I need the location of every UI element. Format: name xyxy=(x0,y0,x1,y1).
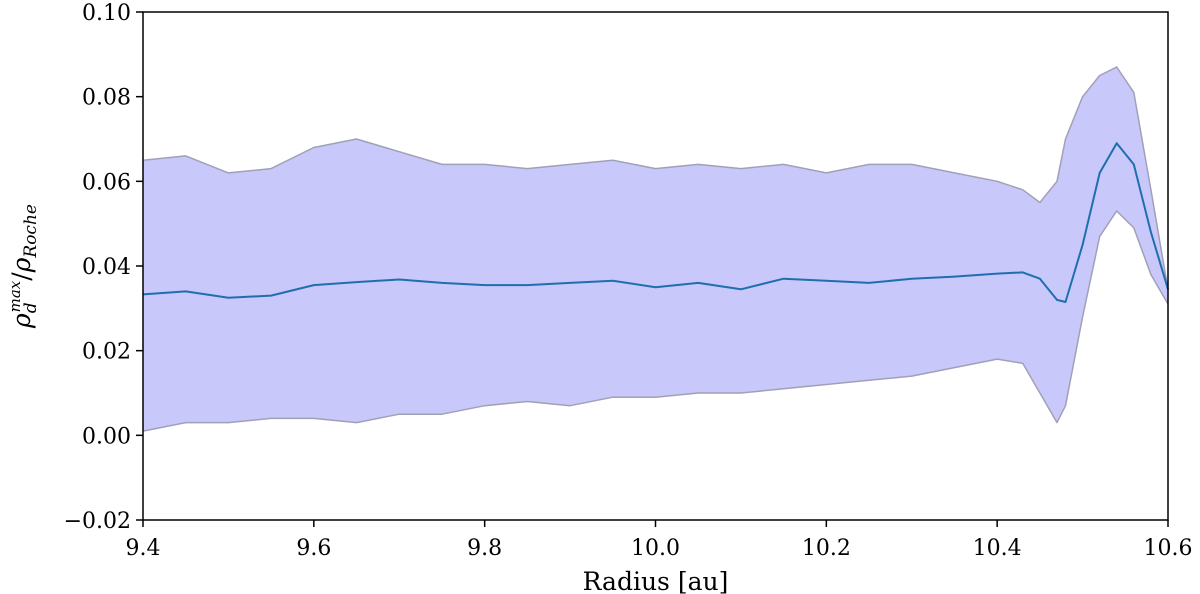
mean-line xyxy=(142,142,1169,303)
x-axis-label: Radius [au] xyxy=(583,567,729,594)
y-tick-label: 0.08 xyxy=(82,86,131,111)
y-tick-label: 0.06 xyxy=(82,170,131,195)
y-tick-label: 0.00 xyxy=(82,424,131,449)
y-label-sup-max: max xyxy=(6,280,24,312)
y-tick-label: −0.02 xyxy=(64,509,131,534)
y-label-slash: / xyxy=(7,272,36,281)
x-tick-label: 9.8 xyxy=(467,536,502,561)
axis-ticks: 9.4 9.6 9.8 10.0 10.2 10.4 10.6 −0.02 0.00 0.02 0.… xyxy=(64,1,1193,561)
lower-bound-line xyxy=(142,210,1169,432)
x-tick-label: 10.0 xyxy=(631,536,680,561)
x-tick-label: 9.4 xyxy=(126,536,161,561)
upper-bound-line xyxy=(142,66,1169,290)
x-tick-label: 10.6 xyxy=(1144,536,1193,561)
y-tick-label: 0.02 xyxy=(82,340,131,365)
plot-area xyxy=(142,66,1169,432)
y-tick-label: 0.04 xyxy=(82,255,131,280)
x-tick-label: 9.6 xyxy=(296,536,331,561)
x-tick-label: 10.4 xyxy=(973,536,1022,561)
y-label-sub-d: d xyxy=(21,302,41,313)
y-label-sub-roche: Roche xyxy=(21,204,41,259)
y-label-rho-2: ρ xyxy=(7,257,36,273)
y-tick-label: 0.10 xyxy=(82,1,131,26)
spread-band xyxy=(143,67,1168,432)
y-axis-label: ρdmax/ρRoche xyxy=(6,204,41,329)
x-tick-label: 10.2 xyxy=(802,536,851,561)
y-label-rho: ρ xyxy=(7,313,36,329)
